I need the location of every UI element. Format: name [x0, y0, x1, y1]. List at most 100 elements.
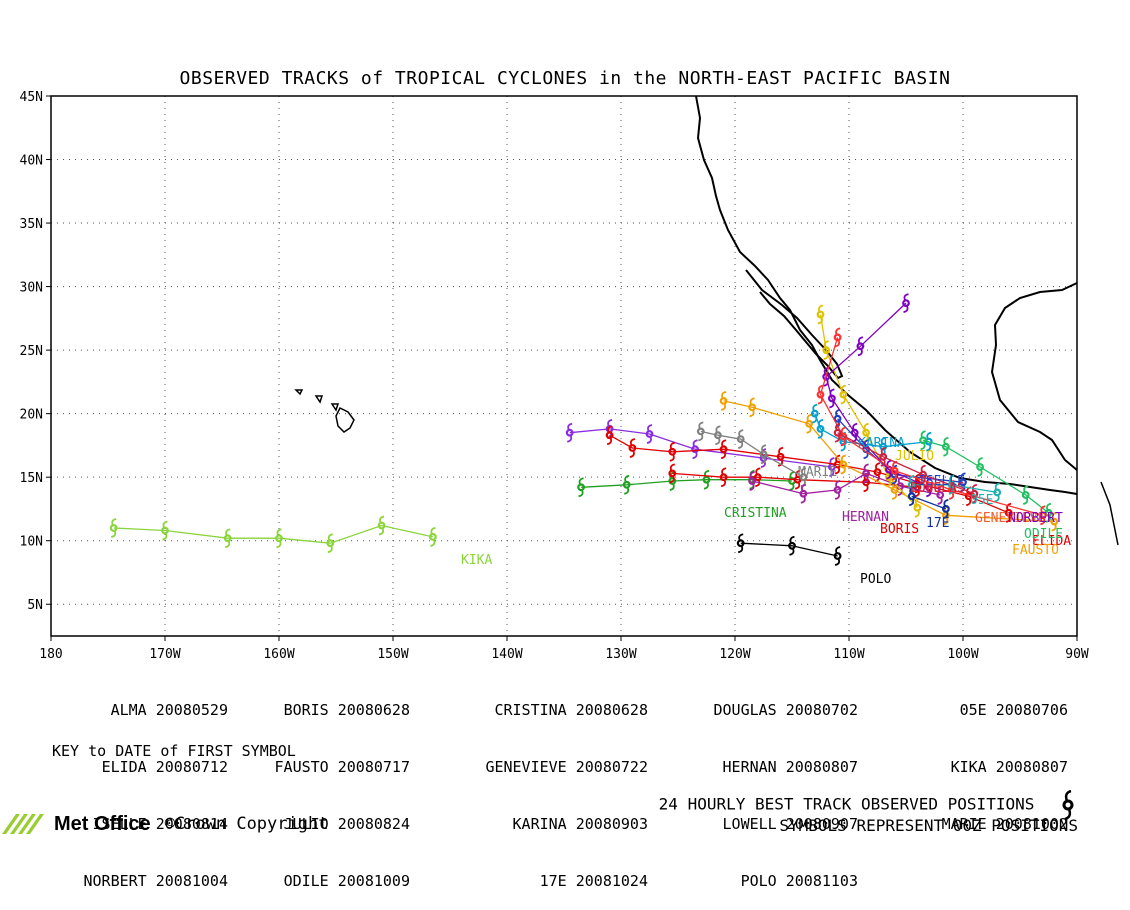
footer-line-2: SYMBOLS REPRESENT 00Z POSITIONS: [779, 816, 1078, 835]
lat-tick-label: 30N: [20, 281, 43, 296]
cyclone-symbol: [919, 464, 927, 485]
track-line: [723, 400, 1055, 523]
storm-labels: KIKA POLO CRISTINA GENEVIEVE ELIDA BORIS…: [461, 436, 1071, 587]
cyclone-symbol: [161, 520, 169, 541]
track-polo: [736, 533, 842, 566]
cyclone-symbol: [942, 499, 950, 519]
cyclone-symbol: [696, 421, 705, 442]
lat-tick-label: 25N: [20, 344, 43, 359]
cyclone-symbol: [799, 483, 808, 504]
storm-label-cristina: CRISTINA: [724, 506, 787, 521]
cyclone-tracks: [109, 293, 1059, 566]
cyclone-symbol: [223, 528, 232, 549]
cyclone-symbol: [993, 482, 1002, 503]
cyclone-symbol: [275, 528, 283, 549]
storm-label-odile: ODILE: [1024, 527, 1063, 542]
storm-label-karina: KARINA: [858, 436, 905, 451]
cyclone-symbol: [805, 413, 813, 434]
island-oahu: [314, 395, 324, 404]
lat-tick-label: 40N: [20, 154, 43, 169]
chart-title: OBSERVED TRACKS of TROPICAL CYCLONES in …: [179, 68, 951, 89]
met-office-brand: Met Office ©Crown Copyright: [2, 812, 328, 836]
storm-label-fausto: FAUSTO: [1012, 543, 1059, 558]
cyclone-symbol: [736, 429, 745, 449]
key-note: KEY to DATE of FIRST SYMBOL: [52, 742, 296, 760]
cyclone-symbol: [428, 527, 437, 547]
track-line: [672, 472, 918, 488]
cyclone-symbol: [833, 546, 842, 566]
lon-tick-label: 160W: [263, 647, 294, 662]
cyclone-symbol: [714, 425, 722, 446]
legend-column-5: 05E 20080706 KIKA 20080807 MARIE 2008100…: [890, 663, 1068, 853]
cyclone-symbol: [907, 486, 916, 507]
cyclone-symbol: [719, 439, 728, 460]
legend-entry: KIKA 20080807: [950, 758, 1068, 776]
storm-label-genevieve: GENEVIEVE: [975, 511, 1045, 526]
track-line: [740, 542, 838, 557]
cyclone-symbol: [577, 477, 585, 498]
island-kauai: [294, 389, 304, 396]
met-office-logo-icon: [2, 814, 44, 834]
legend-entry: GENEVIEVE 20080722: [485, 758, 648, 776]
lat-tick-label: 35N: [20, 217, 43, 232]
legend-column-2: BORIS 20080628 FAUSTO 20080717 JULIO 200…: [240, 663, 410, 910]
track-julio: [816, 304, 922, 518]
lon-tick-label: 130W: [605, 647, 636, 662]
cyclone-symbol: [833, 422, 842, 443]
cyclone-symbol: [628, 438, 637, 458]
coastline-north-america: [695, 95, 1078, 495]
cyclone-symbol: [1021, 485, 1030, 505]
cyclone-symbol: [753, 467, 762, 488]
track-line: [819, 337, 1043, 516]
track-fausto: [719, 391, 1059, 532]
track-line: [911, 495, 947, 510]
legend-entry: JULIO 20080824: [283, 815, 410, 833]
cyclone-symbol: [622, 474, 631, 495]
cyclone-symbol: [947, 474, 956, 495]
track-hernan: [748, 463, 945, 505]
track-line: [113, 524, 434, 544]
cyclone-symbol: [736, 533, 745, 554]
storm-label-lowell: LOWELL: [910, 481, 957, 496]
track-line: [700, 430, 804, 478]
legend-entry: ODILE 20081009: [283, 872, 410, 890]
coastline-gulf: [990, 282, 1078, 471]
coastline: [294, 95, 1119, 546]
cyclone-symbol: [788, 535, 796, 556]
coastline-baja: [745, 269, 844, 380]
cyclone-symbol: [748, 471, 756, 491]
cyclone-symbol: [605, 425, 614, 446]
cyclone-symbol: [759, 444, 768, 465]
legend-entry: DOUGLAS 20080702: [713, 701, 859, 719]
cyclone-symbol: [645, 424, 654, 444]
track-karina: [810, 403, 933, 457]
cyclone-symbol: [828, 388, 836, 409]
track-genevieve: [565, 419, 836, 477]
lon-tick-label: 90W: [1065, 647, 1089, 662]
track-norbert: [822, 293, 933, 498]
track-marie: [696, 421, 808, 488]
lon-tick-label: 100W: [947, 647, 978, 662]
cyclone-symbol: [719, 467, 728, 488]
storm-label-boris: BORIS: [880, 522, 919, 537]
storm-label-kika: KIKA: [461, 553, 492, 568]
lat-tick-label: 20N: [20, 408, 43, 423]
cyclone-symbol-icon: [1062, 789, 1074, 821]
cyclone-symbol: [839, 454, 848, 475]
cyclone-symbol: [668, 463, 677, 484]
cyclone-symbol: [839, 384, 848, 405]
cyclone-symbol: [862, 463, 870, 484]
footer-line-1: 24 HOURLY BEST TRACK OBSERVED POSITIONS: [659, 789, 1078, 821]
storm-label-marie: MARIE: [798, 465, 837, 480]
legend-column-4: DOUGLAS 20080702 HERNAN 20080807 LOWELL …: [670, 663, 859, 910]
cyclone-symbol: [833, 480, 842, 500]
cyclone-symbol: [109, 518, 118, 538]
lon-tick-label: 150W: [377, 647, 408, 662]
cyclone-symbol: [902, 293, 910, 313]
cyclone-symbol: [942, 436, 950, 457]
cyclone-symbol: [719, 391, 728, 411]
cyclone-symbol: [976, 457, 984, 477]
legend-entry: KARINA 20080903: [512, 815, 648, 833]
cyclone-symbol: [691, 439, 699, 460]
storm-label-julio: JULIO: [895, 449, 934, 464]
